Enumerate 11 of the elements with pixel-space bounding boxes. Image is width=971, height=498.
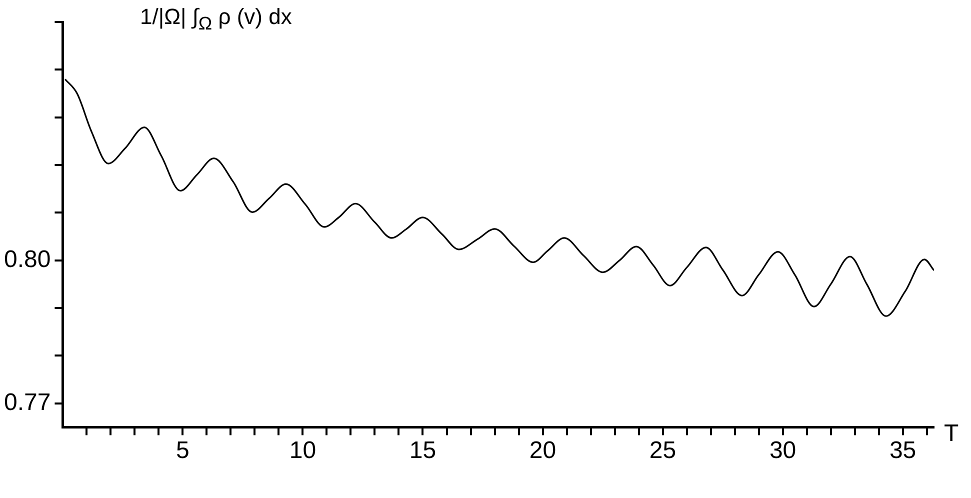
- y-axis-title: 1/|Ω| ∫$_{Ω}$ ρ (v) dx: [140, 4, 292, 34]
- x-tick-label: 10: [289, 437, 316, 464]
- y-tick-label: 0.80: [4, 246, 51, 273]
- x-tick-label: 5: [176, 437, 190, 464]
- x-tick-label: 25: [649, 437, 676, 464]
- x-axis-title: T: [944, 420, 959, 448]
- x-tick-label: 15: [409, 437, 436, 464]
- x-tick-label: 30: [769, 437, 796, 464]
- x-tick-label: 20: [529, 437, 556, 464]
- x-tick-label: 35: [889, 437, 916, 464]
- y-tick-label: 0.77: [4, 388, 51, 416]
